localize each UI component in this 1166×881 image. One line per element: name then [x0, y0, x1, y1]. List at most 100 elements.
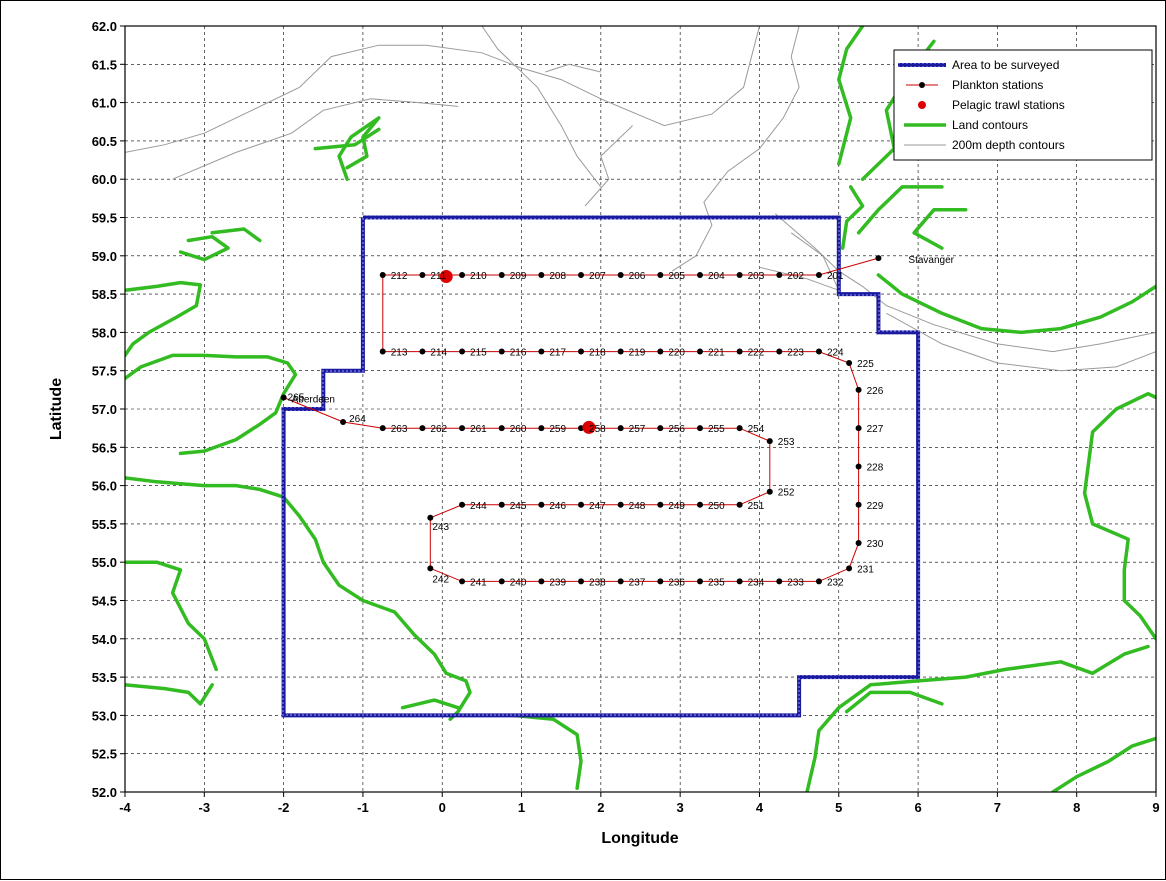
x-tick-label: -2 — [278, 800, 290, 815]
legend-entry-label: Plankton stations — [952, 78, 1043, 92]
plankton-station-marker — [498, 271, 505, 278]
plankton-station-marker — [538, 271, 545, 278]
land-contour-line — [837, 26, 865, 166]
plankton-station-marker — [855, 540, 862, 547]
land-contour-line — [876, 273, 1156, 335]
land-contour-line — [511, 713, 583, 790]
station-label: 216 — [510, 348, 527, 359]
plankton-station-marker — [657, 578, 664, 585]
plankton-station-marker — [617, 501, 624, 508]
legend-entry-label: Land contours — [952, 118, 1028, 132]
y-tick-label: 57.0 — [92, 402, 117, 417]
station-label: 241 — [470, 577, 487, 588]
land-contour-line — [125, 683, 214, 706]
plankton-station-marker — [696, 501, 703, 508]
y-axis-title: Latitude — [48, 378, 65, 440]
plankton-station-marker — [855, 463, 862, 470]
plankton-station-marker — [846, 360, 853, 367]
plankton-station-marker — [379, 348, 386, 355]
station-label: 208 — [549, 271, 566, 282]
station-label: 239 — [549, 577, 566, 588]
x-tick-label: 0 — [439, 800, 446, 815]
legend-entry-label: 200m depth contours — [952, 138, 1065, 152]
y-tick-label: 62.0 — [92, 19, 117, 34]
station-label: 223 — [787, 348, 804, 359]
y-tick-label: 54.0 — [92, 632, 117, 647]
depth-contour-line — [125, 26, 760, 153]
land-contour-line — [400, 698, 460, 710]
land-contours — [125, 26, 1156, 792]
station-label: 242 — [432, 574, 449, 585]
plankton-station-marker — [617, 425, 624, 432]
plankton-station-marker — [379, 271, 386, 278]
station-label: 237 — [629, 577, 646, 588]
plankton-station-marker — [855, 386, 862, 393]
plankton-station-marker — [766, 438, 773, 445]
station-label: 234 — [748, 577, 765, 588]
station-label: 207 — [589, 271, 606, 282]
y-tick-label: 60.0 — [92, 172, 117, 187]
plankton-station-marker — [736, 501, 743, 508]
station-label: 260 — [510, 424, 527, 435]
plankton-station-marker — [578, 271, 585, 278]
land-contour-line — [856, 185, 944, 235]
plankton-station-marker — [427, 514, 434, 521]
depth-contour-line — [545, 63, 601, 73]
plankton-station-marker — [776, 348, 783, 355]
station-label: 228 — [867, 462, 884, 473]
depth-contour-line — [172, 98, 459, 180]
station-label: 218 — [589, 348, 606, 359]
station-label: 214 — [430, 348, 447, 359]
x-tick-label: 7 — [994, 800, 1001, 815]
place-label: Stavanger — [908, 255, 954, 266]
station-label: 265 — [288, 393, 305, 404]
depth-contours — [125, 26, 1156, 372]
trawl-station-marker — [439, 269, 453, 283]
station-label: 215 — [470, 348, 487, 359]
plankton-station-marker — [657, 425, 664, 432]
y-tick-label: 55.5 — [92, 517, 117, 532]
plankton-station-marker — [766, 488, 773, 495]
legend: Area to be surveyed Plankton stations Pela… — [893, 49, 1153, 161]
station-label: 225 — [857, 359, 874, 370]
depth-contour-line — [481, 26, 602, 188]
x-tick-label: 5 — [835, 800, 842, 815]
station-label: 238 — [589, 577, 606, 588]
land-contour-line — [1082, 391, 1156, 641]
plankton-station-marker — [419, 348, 426, 355]
plankton-station-marker — [379, 425, 386, 432]
plankton-station-marker — [657, 271, 664, 278]
y-axis-ticks: 52.0 52.5 53.0 53.5 54.0 54.5 55.0 55.5 56.0 56.5… — [92, 19, 125, 800]
legend-entry-label: Pelagic trawl stations — [952, 98, 1065, 112]
plankton-station-marker — [736, 348, 743, 355]
plankton-station-marker — [846, 565, 853, 572]
station-label: 213 — [391, 348, 408, 359]
y-tick-label: 52.5 — [92, 747, 117, 762]
station-label: 211 — [430, 271, 446, 282]
y-tick-label: 53.5 — [92, 670, 117, 685]
legend-swatch-plankton-marker — [919, 82, 925, 88]
station-label: 212 — [391, 271, 408, 282]
plankton-station-marker — [815, 348, 822, 355]
plankton-station-marker — [696, 348, 703, 355]
station-label: 230 — [867, 539, 884, 550]
land-contour-line — [125, 353, 298, 456]
plankton-station-marker — [578, 501, 585, 508]
station-label: 249 — [668, 501, 685, 512]
land-contour-line — [125, 476, 472, 721]
plankton-station-marker — [617, 578, 624, 585]
legend-entry-label: Area to be surveyed — [952, 58, 1059, 72]
station-label: 224 — [827, 348, 844, 359]
plankton-station-marker — [498, 348, 505, 355]
depth-contour-line — [584, 125, 633, 207]
legend-swatch-trawl-marker — [918, 101, 926, 109]
station-labels: 201 202 203 204 205 206 207 208 209 210 211 212 213 2… — [288, 271, 884, 588]
plankton-station-marker — [875, 255, 882, 262]
station-label: 243 — [432, 522, 449, 533]
x-tick-label: 2 — [597, 800, 604, 815]
x-tick-label: 8 — [1073, 800, 1080, 815]
x-tick-label: 3 — [677, 800, 684, 815]
plankton-station-marker — [538, 348, 545, 355]
plankton-station-marker — [459, 501, 466, 508]
